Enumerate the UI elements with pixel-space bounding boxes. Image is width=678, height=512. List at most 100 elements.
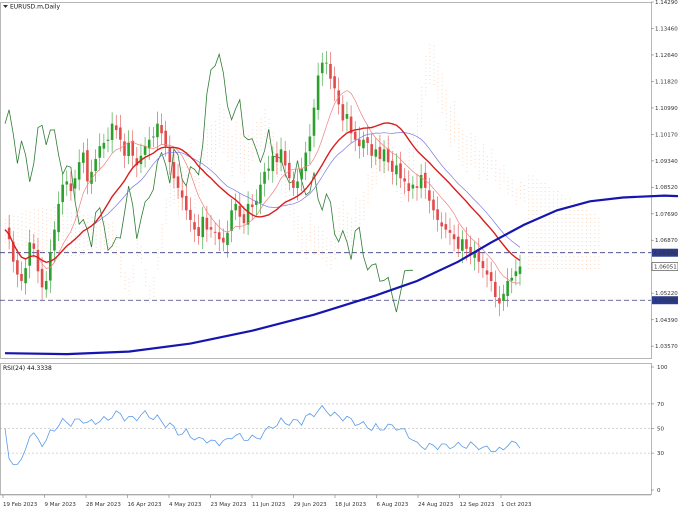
cloud-dot <box>231 174 233 176</box>
cloud-dot <box>548 245 550 246</box>
cloud-dot <box>536 214 538 215</box>
cloud-dot <box>256 141 258 143</box>
cloud-dot <box>173 195 175 196</box>
cloud-dot <box>577 233 579 235</box>
cloud-dot <box>314 249 315 251</box>
cloud-dot <box>532 183 534 184</box>
cloud-dot <box>75 247 77 248</box>
cloud-dot <box>598 225 600 227</box>
cloud-dot <box>206 159 208 161</box>
cloud-dot <box>21 225 23 226</box>
cloud-dot <box>256 145 258 146</box>
cloud-dot <box>305 250 307 252</box>
cloud-dot <box>561 206 563 208</box>
cloud-dot <box>540 252 542 254</box>
cloud-dot <box>577 245 579 246</box>
cloud-dot <box>491 168 493 169</box>
candle-body <box>73 178 77 189</box>
cloud-dot <box>441 108 443 109</box>
rsi-label: RSI(24) 44.3338 <box>3 365 52 372</box>
cloud-dot <box>544 229 546 231</box>
cloud-dot <box>544 221 546 223</box>
cloud-dot <box>219 111 221 113</box>
cloud-dot <box>396 179 398 181</box>
cloud-dot <box>532 202 534 204</box>
cloud-dot <box>544 256 546 258</box>
cloud-dot <box>309 224 311 226</box>
cloud-dot <box>223 121 225 122</box>
cloud-dot <box>211 159 212 161</box>
cloud-dot <box>305 254 307 255</box>
cloud-dot <box>268 142 270 144</box>
candle-body <box>395 165 398 175</box>
cloud-dot <box>421 90 423 92</box>
cloud-dot <box>9 223 11 224</box>
cloud-dot <box>561 198 563 200</box>
cloud-dot <box>66 235 68 237</box>
cloud-dot <box>594 218 596 219</box>
cloud-dot <box>13 235 15 236</box>
cloud-dot <box>140 250 142 252</box>
cloud-dot <box>29 227 31 228</box>
cloud-dot <box>215 132 217 134</box>
cloud-dot <box>305 235 307 236</box>
candle-body <box>259 184 262 204</box>
cloud-dot <box>548 268 550 269</box>
cloud-dot <box>99 245 101 247</box>
candle-body <box>127 142 130 157</box>
cloud-dot <box>552 218 554 219</box>
cloud-dot <box>124 280 126 282</box>
cloud-dot <box>375 164 377 165</box>
cloud-dot <box>565 252 567 254</box>
cloud-dot <box>355 197 357 199</box>
cloud-dot <box>388 135 390 137</box>
cloud-dot <box>400 177 402 179</box>
cloud-dot <box>50 241 52 242</box>
cloud-dot <box>573 225 575 227</box>
cloud-dot <box>577 225 579 227</box>
cloud-dot <box>367 186 369 188</box>
cloud-dot <box>243 165 245 167</box>
cloud-dot <box>412 160 414 161</box>
cloud-dot <box>437 101 439 103</box>
cloud-dot <box>396 187 398 188</box>
cloud-dot <box>371 180 373 181</box>
cloud-dot <box>528 202 530 204</box>
cloud-dot <box>161 239 163 241</box>
cloud-dot <box>565 264 567 265</box>
cloud-dot <box>536 198 538 200</box>
cloud-dot <box>206 155 208 157</box>
cloud-dot <box>590 264 592 265</box>
cloud-dot <box>590 221 592 223</box>
cloud-dot <box>25 210 27 212</box>
cloud-dot <box>178 202 180 203</box>
cloud-dot <box>264 124 266 126</box>
candle-body <box>403 178 406 182</box>
cloud-dot <box>223 128 225 130</box>
cloud-dot <box>507 192 509 194</box>
cloud-dot <box>322 231 324 232</box>
cloud-dot <box>590 225 592 227</box>
cloud-dot <box>458 132 460 133</box>
cloud-dot <box>79 246 81 248</box>
cloud-dot <box>231 136 233 138</box>
cloud-dot <box>322 235 324 236</box>
cloud-dot <box>46 228 48 230</box>
price-tick-label: 1.09340 <box>655 159 678 165</box>
cloud-dot <box>297 224 299 225</box>
cloud-dot <box>99 222 101 224</box>
candle-body <box>164 130 167 147</box>
cloud-dot <box>400 193 402 194</box>
cloud-dot <box>17 224 19 225</box>
cloud-dot <box>157 268 159 270</box>
cloud-dot <box>355 201 357 203</box>
cloud-dot <box>239 157 241 158</box>
candle-body <box>16 260 19 275</box>
cloud-dot <box>330 260 332 261</box>
cloud-dot <box>585 248 587 250</box>
cloud-dot <box>243 181 245 182</box>
cloud-dot <box>449 141 451 143</box>
cloud-dot <box>540 183 542 184</box>
cloud-dot <box>462 153 464 155</box>
cloud-dot <box>239 153 241 154</box>
